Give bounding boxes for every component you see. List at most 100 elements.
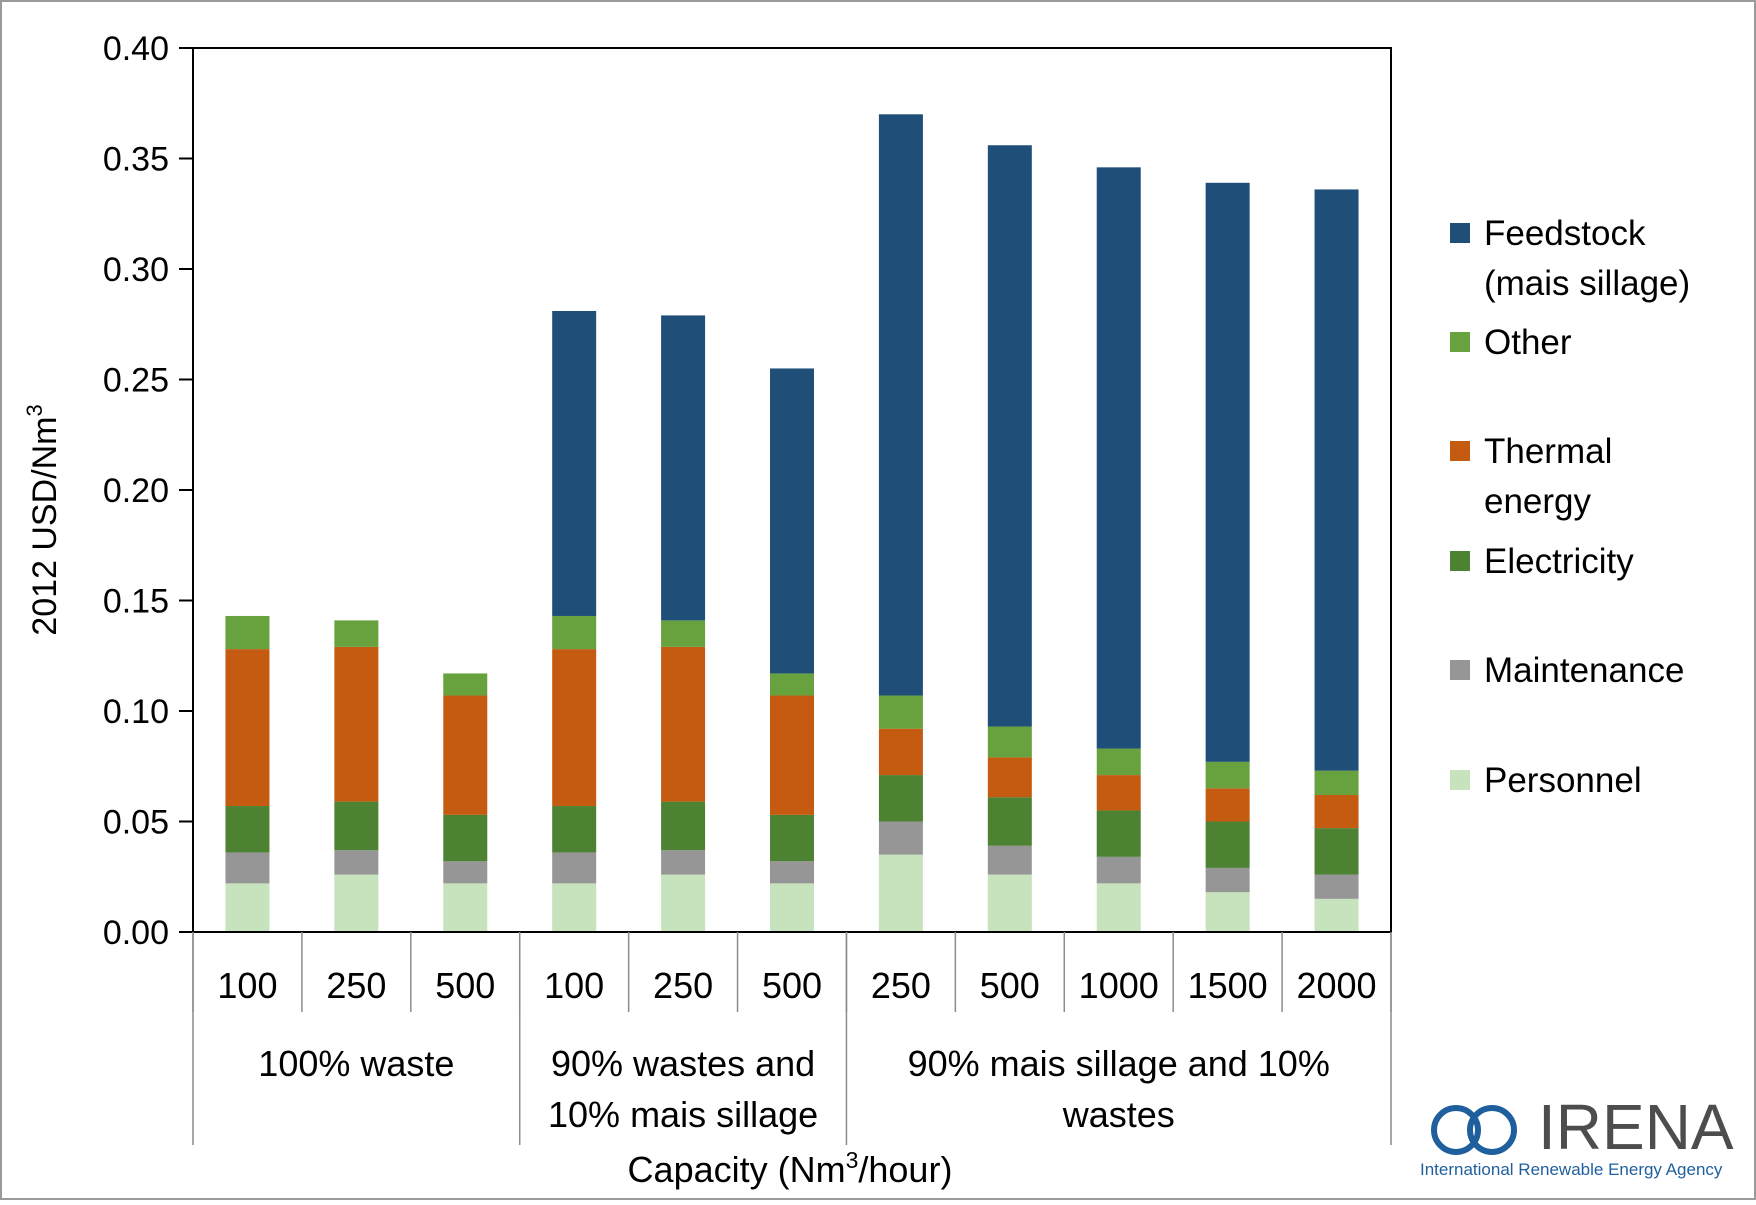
- bar-segment: [443, 814, 488, 862]
- y-axis-title-text: 2012 USD/Nm: [26, 417, 64, 636]
- legend-label: Feedstock: [1484, 214, 1646, 253]
- x-category-label: 250: [653, 965, 713, 1006]
- bar-segment: [987, 145, 1032, 727]
- bar-segment: [334, 874, 379, 932]
- x-category-label: 2000: [1296, 965, 1376, 1006]
- y-axis-title-superscript: 3: [22, 404, 47, 416]
- x-category-label: 100: [544, 965, 604, 1006]
- legend-label: (mais sillage): [1484, 264, 1690, 303]
- x-axis-title-prefix: Capacity (Nm: [628, 1149, 846, 1190]
- legend-label: Thermal: [1484, 432, 1612, 471]
- bar-segment: [878, 854, 923, 932]
- bar-segment: [770, 673, 814, 696]
- bar-segment: [770, 368, 814, 674]
- bar-segment: [225, 649, 270, 807]
- bar-segment: [1314, 898, 1359, 932]
- logo-name: IRENA: [1538, 1091, 1734, 1163]
- bar-segment: [1205, 867, 1250, 893]
- bar-segment: [878, 695, 923, 729]
- x-group-label: wastes: [1062, 1094, 1175, 1135]
- legend-label: Personnel: [1484, 761, 1642, 800]
- legend-swatch: [1450, 441, 1470, 461]
- bar-segment: [661, 850, 706, 875]
- y-tick-label: 0.40: [103, 30, 169, 68]
- bar-segment: [1096, 856, 1141, 884]
- bars-layer: [225, 114, 1359, 932]
- x-group-labels: 100% waste 90% wastes and 10% mais sillage…: [258, 1043, 1330, 1135]
- bar-segment: [552, 310, 597, 616]
- bar-segment: [552, 615, 597, 650]
- legend: Feedstock (mais sillage) Other Thermal energ…: [1450, 214, 1690, 800]
- bar-segment: [1205, 182, 1250, 762]
- bar-segment: [334, 801, 379, 851]
- bar-segment: [1096, 810, 1141, 857]
- bar-segment: [987, 845, 1032, 875]
- y-tick-label: 0.30: [103, 251, 169, 289]
- bar-segment: [878, 821, 923, 855]
- legend-swatch: [1450, 332, 1470, 352]
- bar-segment: [661, 801, 706, 851]
- bar-segment: [661, 874, 706, 932]
- bar-segment: [770, 861, 814, 884]
- globe-rings-icon: [1431, 1105, 1517, 1155]
- x-group-label: 90% wastes and: [551, 1043, 815, 1084]
- bar-segment: [987, 757, 1032, 798]
- bar-segment: [1314, 794, 1359, 829]
- legend-label: Other: [1484, 323, 1572, 362]
- bar-segment: [1205, 821, 1250, 868]
- legend-label: Maintenance: [1484, 651, 1684, 690]
- x-category-label: 500: [980, 965, 1040, 1006]
- x-group-label: 90% mais sillage and 10%: [908, 1043, 1330, 1084]
- legend-swatch: [1450, 660, 1470, 680]
- bar-segment: [1205, 788, 1250, 822]
- bar-segment: [1096, 167, 1141, 749]
- x-category-label: 500: [435, 965, 495, 1006]
- bar-segment: [443, 673, 488, 696]
- y-tick-label: 0.20: [103, 472, 169, 510]
- legend-swatch: [1450, 223, 1470, 243]
- x-category-label: 250: [871, 965, 931, 1006]
- bar-segment: [334, 850, 379, 875]
- irena-logo: IRENA International Renewable Energy Age…: [1420, 1091, 1734, 1179]
- bar-segment: [987, 797, 1032, 846]
- y-axis-title: 2012 USD/Nm3: [22, 404, 64, 635]
- bar-segment: [878, 728, 923, 776]
- y-tick-label: 0.25: [103, 362, 169, 400]
- bar-segment: [878, 114, 923, 696]
- axes-layer: [179, 47, 1392, 1145]
- x-category-label: 1500: [1188, 965, 1268, 1006]
- bar-segment: [334, 646, 379, 802]
- bar-segment: [987, 726, 1032, 758]
- bar-segment: [334, 620, 379, 647]
- bar-segment: [1314, 189, 1359, 771]
- x-group-label: 100% waste: [258, 1043, 454, 1084]
- y-tick-label: 0.35: [103, 141, 169, 179]
- bar-segment: [443, 695, 488, 815]
- bar-segment: [770, 814, 814, 862]
- x-category-label: 250: [326, 965, 386, 1006]
- x-axis-title: Capacity (Nm3/hour): [628, 1147, 953, 1190]
- bar-segment: [443, 861, 488, 884]
- bar-segment: [1096, 775, 1141, 811]
- bar-segment: [552, 852, 597, 884]
- bar-segment: [1205, 892, 1250, 932]
- bar-segment: [1314, 770, 1359, 795]
- x-category-label: 100: [217, 965, 277, 1006]
- bar-segment: [1096, 883, 1141, 932]
- bar-segment: [770, 695, 814, 815]
- bar-segment: [1096, 748, 1141, 776]
- bar-segment: [770, 883, 814, 932]
- y-tick-label: 0.00: [103, 914, 169, 952]
- x-category-label: 1000: [1079, 965, 1159, 1006]
- bar-segment: [1314, 828, 1359, 875]
- legend-label: Electricity: [1484, 542, 1634, 581]
- logo-subtitle: International Renewable Energy Agency: [1420, 1160, 1723, 1179]
- bar-segment: [552, 806, 597, 853]
- x-group-label: 10% mais sillage: [548, 1094, 818, 1135]
- x-category-labels: 100 250 500 100 250 500 250 500 1000 1500 2000: [217, 965, 1376, 1006]
- bar-segment: [443, 883, 488, 932]
- bar-segment: [225, 615, 270, 650]
